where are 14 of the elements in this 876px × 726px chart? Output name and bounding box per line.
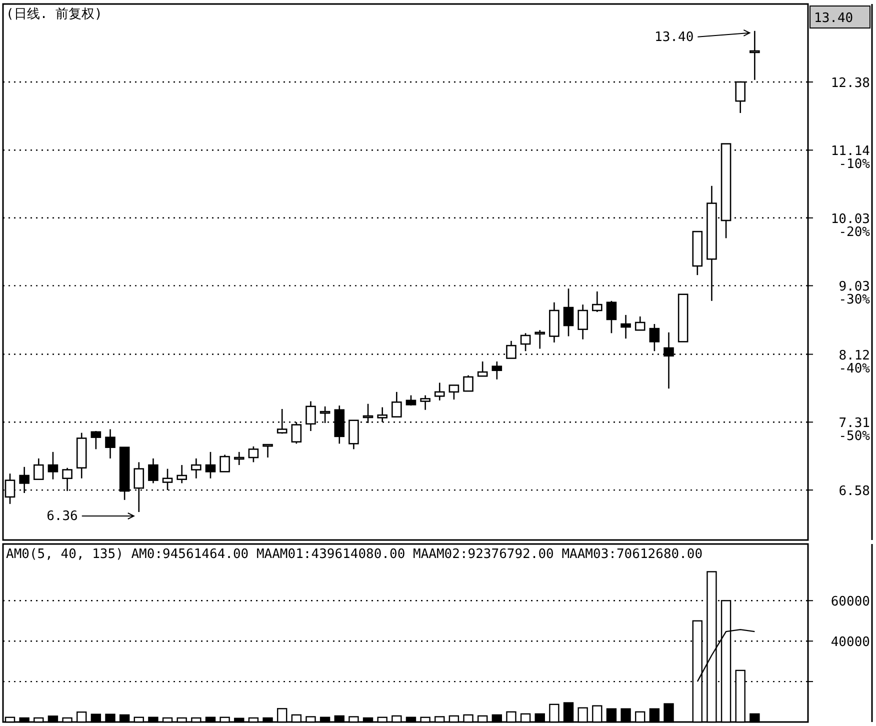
y-tick-label: 6.58 (838, 484, 870, 500)
y-tick-label: 12.38 (830, 76, 870, 92)
y-tick-label: 7.31 -50% (838, 416, 870, 444)
y-tick-label: 60000 (830, 594, 870, 610)
y-tick-label: 9.03 -30% (838, 280, 870, 308)
annotation: 13.40 (654, 30, 694, 45)
chart-title: AM0(5, 40, 135) AM0:94561464.00 MAAM01:439614080.00 MAAM02:92376792.00 MAAM03:70612680.00 (6, 547, 703, 562)
y-tick-label: 40000 (830, 635, 870, 650)
y-tick-label: 8.12 -40% (838, 348, 870, 376)
y-tick-label: 10.03 -20% (830, 212, 870, 240)
y-tick-label: 11.14 -10% (830, 144, 870, 172)
chart-title: (日线. 前复权) (6, 7, 102, 22)
annotation: 6.36 (46, 508, 78, 524)
text: 13.40 (814, 11, 854, 26)
